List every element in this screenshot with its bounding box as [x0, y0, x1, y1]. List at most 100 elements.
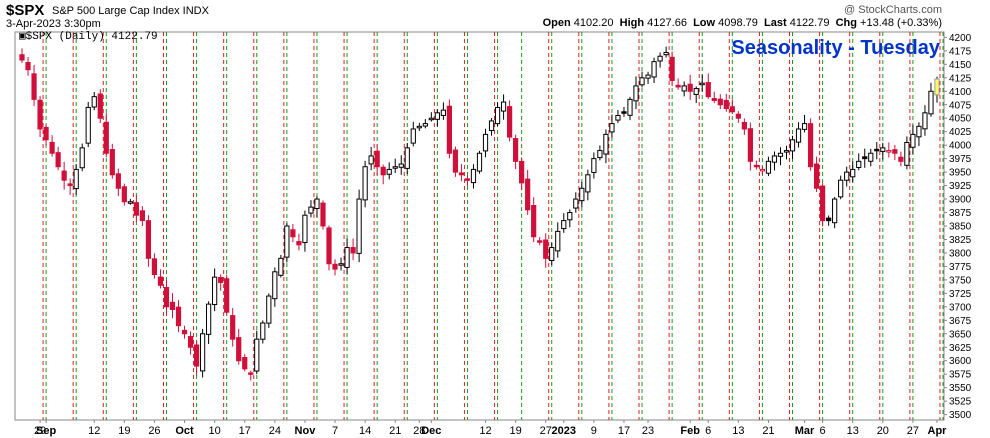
- last-label: Last: [764, 17, 787, 29]
- candle-body: [350, 247, 356, 254]
- candle-body: [657, 55, 663, 62]
- candle-body: [55, 152, 61, 168]
- candle-body: [771, 155, 778, 163]
- candle-body: [555, 230, 561, 252]
- candle-body: [795, 128, 802, 143]
- x-tick-label: 21: [762, 425, 774, 437]
- candle-body: [428, 117, 434, 121]
- candle-body: [922, 112, 928, 130]
- candle-body: [470, 168, 477, 184]
- candle-body: [464, 178, 471, 181]
- chg-value: +13.48 (+0.33%): [860, 17, 942, 29]
- x-tick-label: 17: [239, 425, 251, 437]
- candle-body: [236, 337, 242, 362]
- candle-body: [206, 303, 212, 335]
- candle-body: [434, 112, 440, 120]
- candle-body: [332, 263, 338, 270]
- candle-body: [687, 83, 693, 92]
- candle-body: [615, 115, 621, 121]
- candle-body: [254, 338, 260, 372]
- candle-body: [127, 201, 133, 204]
- candle-body: [494, 106, 501, 125]
- candle-body: [458, 172, 465, 176]
- candle-body: [242, 357, 248, 370]
- low-value: 4098.79: [718, 17, 758, 29]
- candle-body: [85, 106, 91, 144]
- x-tick-label: 28: [413, 425, 425, 437]
- candle-body: [916, 125, 922, 138]
- candle-body: [139, 210, 146, 222]
- candle-body: [266, 295, 272, 324]
- candle-body: [302, 214, 308, 244]
- low-label: Low: [693, 17, 716, 29]
- high-value: 4127.66: [647, 17, 687, 29]
- candle-body: [675, 84, 681, 88]
- x-tick-label: 6: [705, 425, 711, 437]
- last-value: 4122.79: [789, 17, 830, 29]
- candle-body: [392, 166, 398, 169]
- candle-body: [627, 98, 633, 116]
- candle-body: [519, 160, 525, 184]
- candle-body: [151, 258, 158, 276]
- y-tick-label: 3925: [949, 181, 972, 192]
- y-tick-label: 3500: [949, 410, 972, 421]
- candle-body: [79, 147, 85, 169]
- candle-body: [910, 133, 916, 148]
- open-value: 4102.20: [573, 17, 614, 29]
- candle-body: [928, 90, 934, 115]
- candle-body: [19, 54, 25, 61]
- candle-body: [446, 105, 453, 154]
- candle-body: [789, 139, 796, 152]
- candle-body: [880, 147, 886, 152]
- candle-body: [187, 336, 194, 348]
- candle-body: [603, 133, 609, 155]
- y-tick-label: 3650: [949, 329, 972, 340]
- candle-body: [525, 178, 531, 211]
- chart-name: S&P 500 Large Cap Index INDX: [52, 5, 209, 17]
- y-tick-label: 4200: [949, 33, 972, 44]
- chart-date: 3-Apr-2023 3:30pm: [6, 18, 101, 30]
- candle-body: [338, 263, 344, 266]
- candle-body: [482, 133, 489, 152]
- x-tick-label: Feb: [680, 425, 700, 437]
- candle-body: [368, 155, 374, 165]
- candle-body: [735, 113, 741, 119]
- candle-body: [115, 173, 121, 189]
- candle-body: [224, 278, 230, 313]
- y-tick-label: 3525: [949, 397, 972, 408]
- candle-body: [199, 333, 206, 372]
- candle-body: [133, 202, 139, 216]
- candle-body: [729, 106, 735, 113]
- x-tick-label: 19: [118, 425, 130, 437]
- x-tick-label: 12: [479, 425, 491, 437]
- candle-body: [820, 185, 826, 222]
- x-tick-label: 9: [591, 425, 597, 437]
- candle-body: [31, 73, 37, 100]
- candle-body: [230, 315, 236, 340]
- candle-body: [898, 156, 904, 162]
- candle-body: [747, 128, 753, 162]
- candle-body: [218, 276, 224, 284]
- candle-body: [633, 85, 639, 102]
- candle-body: [169, 301, 176, 311]
- candle-body: [741, 122, 747, 130]
- x-tick-label: 29: [34, 425, 46, 437]
- x-tick-label: 7: [332, 425, 338, 437]
- x-tick-label: 2023: [552, 425, 576, 437]
- y-tick-label: 4100: [949, 87, 972, 98]
- y-tick-label: 3550: [949, 383, 972, 394]
- candle-body: [904, 141, 910, 166]
- candle-body: [500, 101, 507, 112]
- candle-body: [67, 183, 73, 187]
- candle-body: [43, 126, 49, 141]
- candle-body: [290, 229, 296, 238]
- y-tick-label: 3975: [949, 154, 972, 165]
- y-tick-label: 4000: [949, 141, 972, 152]
- x-tick-label: 12: [88, 425, 100, 437]
- candle-body: [181, 329, 188, 335]
- candle-body: [374, 150, 380, 168]
- candle-body: [639, 77, 645, 86]
- y-tick-label: 3750: [949, 275, 972, 286]
- candle-body: [850, 168, 856, 178]
- candle-body: [561, 220, 567, 230]
